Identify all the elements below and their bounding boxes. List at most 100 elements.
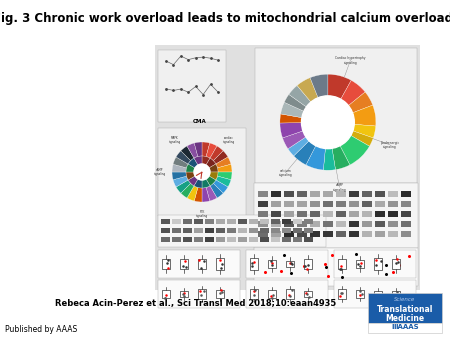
Bar (216, 258, 224, 270)
Bar (155, 45, 420, 290)
Bar (238, 237, 247, 242)
Wedge shape (280, 114, 328, 123)
Bar (362, 231, 372, 237)
Wedge shape (288, 122, 328, 156)
Bar (293, 237, 302, 242)
Bar (198, 259, 206, 269)
Wedge shape (206, 143, 217, 158)
Bar (205, 237, 214, 242)
Bar (216, 237, 225, 242)
Bar (362, 211, 372, 217)
Bar (284, 201, 294, 207)
Bar (388, 201, 398, 207)
Wedge shape (306, 122, 328, 170)
Bar (183, 237, 192, 242)
Wedge shape (172, 172, 187, 180)
Wedge shape (284, 94, 328, 122)
Wedge shape (324, 122, 336, 170)
Bar (310, 191, 320, 197)
Bar (375, 201, 385, 207)
Bar (238, 219, 247, 224)
Bar (258, 221, 268, 227)
Bar (260, 237, 269, 242)
Bar (388, 191, 398, 197)
Bar (401, 211, 411, 217)
Bar (401, 231, 411, 237)
Wedge shape (172, 164, 187, 172)
Bar (401, 201, 411, 207)
Wedge shape (206, 158, 216, 168)
Bar (362, 201, 372, 207)
Wedge shape (328, 74, 351, 122)
Bar (258, 231, 268, 237)
Bar (158, 280, 240, 308)
Wedge shape (281, 102, 328, 122)
Text: cardiac
signaling: cardiac signaling (223, 136, 235, 144)
Bar (282, 237, 291, 242)
Bar (172, 237, 181, 242)
Wedge shape (328, 92, 373, 122)
Text: calcium
signaling: calcium signaling (279, 169, 292, 177)
Bar (158, 250, 240, 278)
Wedge shape (328, 80, 365, 122)
Bar (375, 231, 385, 237)
Wedge shape (209, 172, 218, 180)
Bar (336, 221, 346, 227)
Wedge shape (328, 122, 376, 138)
Bar (271, 237, 280, 242)
Bar (216, 228, 225, 233)
Bar (349, 221, 359, 227)
Wedge shape (294, 122, 328, 165)
Bar (374, 291, 382, 297)
Bar (338, 259, 346, 269)
Bar (249, 219, 258, 224)
Bar (172, 219, 181, 224)
Bar (238, 228, 247, 233)
Bar (362, 191, 372, 197)
Wedge shape (194, 188, 202, 202)
Bar (374, 258, 382, 270)
Wedge shape (217, 172, 232, 180)
Bar (205, 228, 214, 233)
Wedge shape (210, 183, 223, 198)
Bar (336, 231, 346, 237)
Wedge shape (202, 142, 210, 156)
Bar (284, 211, 294, 217)
Bar (258, 191, 268, 197)
Bar (158, 215, 326, 247)
Bar (227, 237, 236, 242)
Bar (162, 290, 170, 298)
Wedge shape (181, 183, 194, 198)
Bar (401, 221, 411, 227)
Bar (368, 323, 442, 333)
Bar (216, 219, 225, 224)
Wedge shape (188, 176, 198, 186)
Bar (293, 228, 302, 233)
Bar (161, 219, 170, 224)
Bar (362, 221, 372, 227)
Wedge shape (210, 146, 223, 161)
Bar (258, 211, 268, 217)
Wedge shape (194, 156, 202, 165)
Bar (304, 237, 313, 242)
Wedge shape (213, 180, 228, 193)
Wedge shape (173, 157, 188, 168)
Bar (392, 291, 400, 297)
Bar (304, 219, 313, 224)
Bar (310, 211, 320, 217)
Bar (180, 260, 188, 269)
Wedge shape (297, 78, 328, 122)
Bar (271, 201, 281, 207)
Wedge shape (187, 143, 198, 158)
Wedge shape (328, 122, 350, 170)
Bar (271, 219, 280, 224)
Text: RTK
signaling: RTK signaling (196, 210, 208, 218)
Bar (282, 219, 291, 224)
Wedge shape (187, 186, 198, 201)
Bar (194, 219, 203, 224)
Wedge shape (328, 122, 369, 165)
Bar (349, 211, 359, 217)
Bar (304, 291, 312, 297)
Bar (250, 258, 258, 270)
Bar (310, 231, 320, 237)
